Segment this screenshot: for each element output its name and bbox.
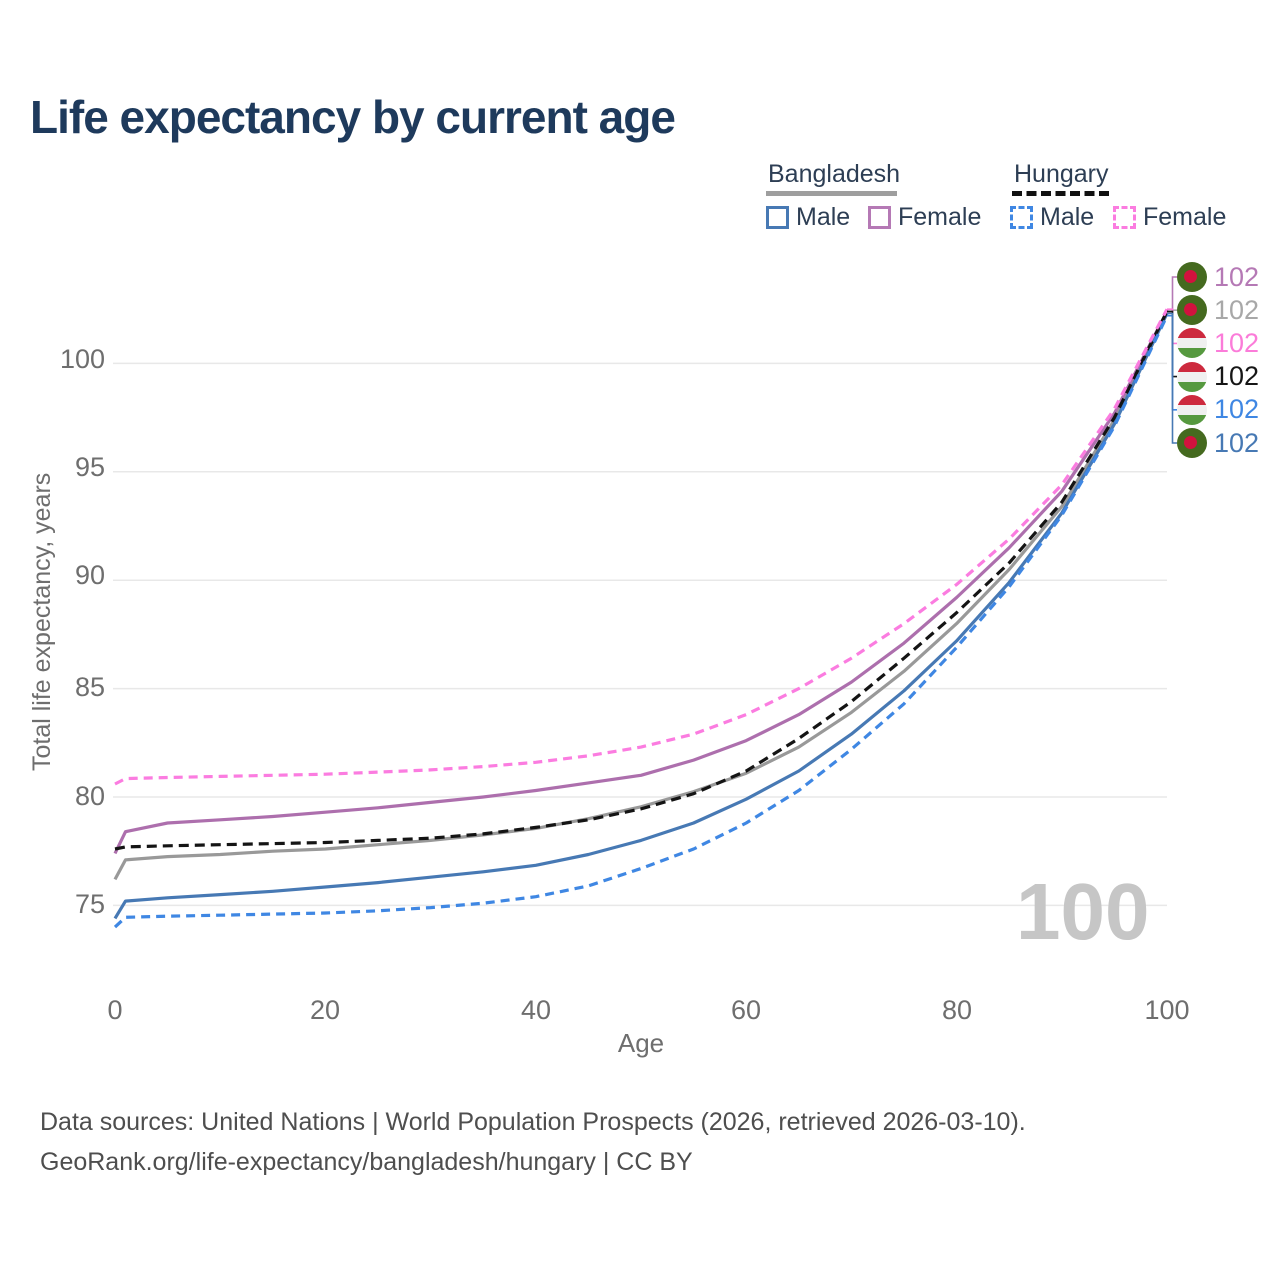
x-tick-60: 60 [730,995,762,1025]
bangladesh-flag-icon [1177,428,1207,458]
legend-group-hungary: Hungary [1014,160,1109,188]
y-tick-95: 95 [74,452,105,482]
y-tick-85: 85 [74,672,105,702]
end-label-value: 102 [1214,294,1260,325]
legend-item-bangladesh-female[interactable]: Female [868,202,982,231]
end-label-bangladesh-total: 102 [1177,294,1259,326]
end-label-value: 102 [1214,394,1260,425]
y-tick-80: 80 [74,781,105,811]
hungary-flag-icon [1177,361,1207,392]
y-tick-100: 100 [59,344,105,374]
legend-swatch-hungary-female [1113,205,1136,229]
legend-underline-hungary [1012,191,1109,196]
legend-swatch-bangladesh-male [766,205,789,229]
hungary-flag-icon [1177,328,1207,359]
legend-group-bangladesh: Bangladesh [768,160,901,188]
legend-swatch-hungary-male [1010,205,1033,229]
legend-item-hungary-female[interactable]: Female [1113,202,1227,231]
end-label-bangladesh-female: 102 [1177,261,1259,293]
y-tick-90: 90 [74,560,105,590]
legend-label: Male [796,202,851,231]
end-label-hungary-male: 102 [1177,394,1259,426]
hungary-flag-icon [1177,394,1207,425]
leader-line [1167,276,1177,313]
end-label-value: 102 [1214,427,1260,458]
legend-underline-bangladesh [766,191,897,196]
x-tick-40: 40 [520,995,552,1025]
series-bd_total[interactable] [113,311,1169,881]
bangladesh-flag-icon [1177,295,1207,326]
legend-label: Female [898,202,982,231]
end-label-hungary-female: 102 [1177,327,1259,359]
legend-label: Male [1040,202,1095,231]
series-hu_female[interactable] [114,308,1169,786]
x-axis-title: Age [617,1028,665,1058]
end-label-value: 102 [1214,327,1260,358]
footer-attribution: GeoRank.org/life-expectancy/bangladesh/h… [40,1148,693,1176]
legend-label: Female [1143,202,1227,231]
bangladesh-flag-icon [1177,262,1207,292]
page-title: Life expectancy by current age [30,91,676,143]
end-label-value: 102 [1214,261,1260,292]
y-axis-title: Total life expectancy, years [28,472,56,772]
hover-age-watermark: 100 [1016,867,1150,956]
x-tick-0: 0 [107,995,123,1025]
legend-swatch-bangladesh-female [868,205,891,229]
series-hu_total[interactable] [114,310,1169,851]
y-tick-75: 75 [74,889,105,919]
end-label-value: 102 [1214,361,1260,392]
leader-line [1167,312,1177,444]
footer-data-sources: Data sources: United Nations | World Pop… [40,1108,1026,1136]
series-bd_male[interactable] [113,312,1169,920]
end-label-hungary-total: 102 [1177,361,1259,393]
x-tick-80: 80 [941,995,973,1025]
end-label-bangladesh-male: 102 [1177,427,1259,459]
legend-item-bangladesh-male[interactable]: Male [766,202,851,231]
x-tick-100: 100 [1144,995,1190,1025]
legend-item-hungary-male[interactable]: Male [1010,202,1095,231]
series-hu_male[interactable] [113,315,1169,929]
x-tick-20: 20 [309,995,341,1025]
series-bd_female[interactable] [113,310,1169,855]
